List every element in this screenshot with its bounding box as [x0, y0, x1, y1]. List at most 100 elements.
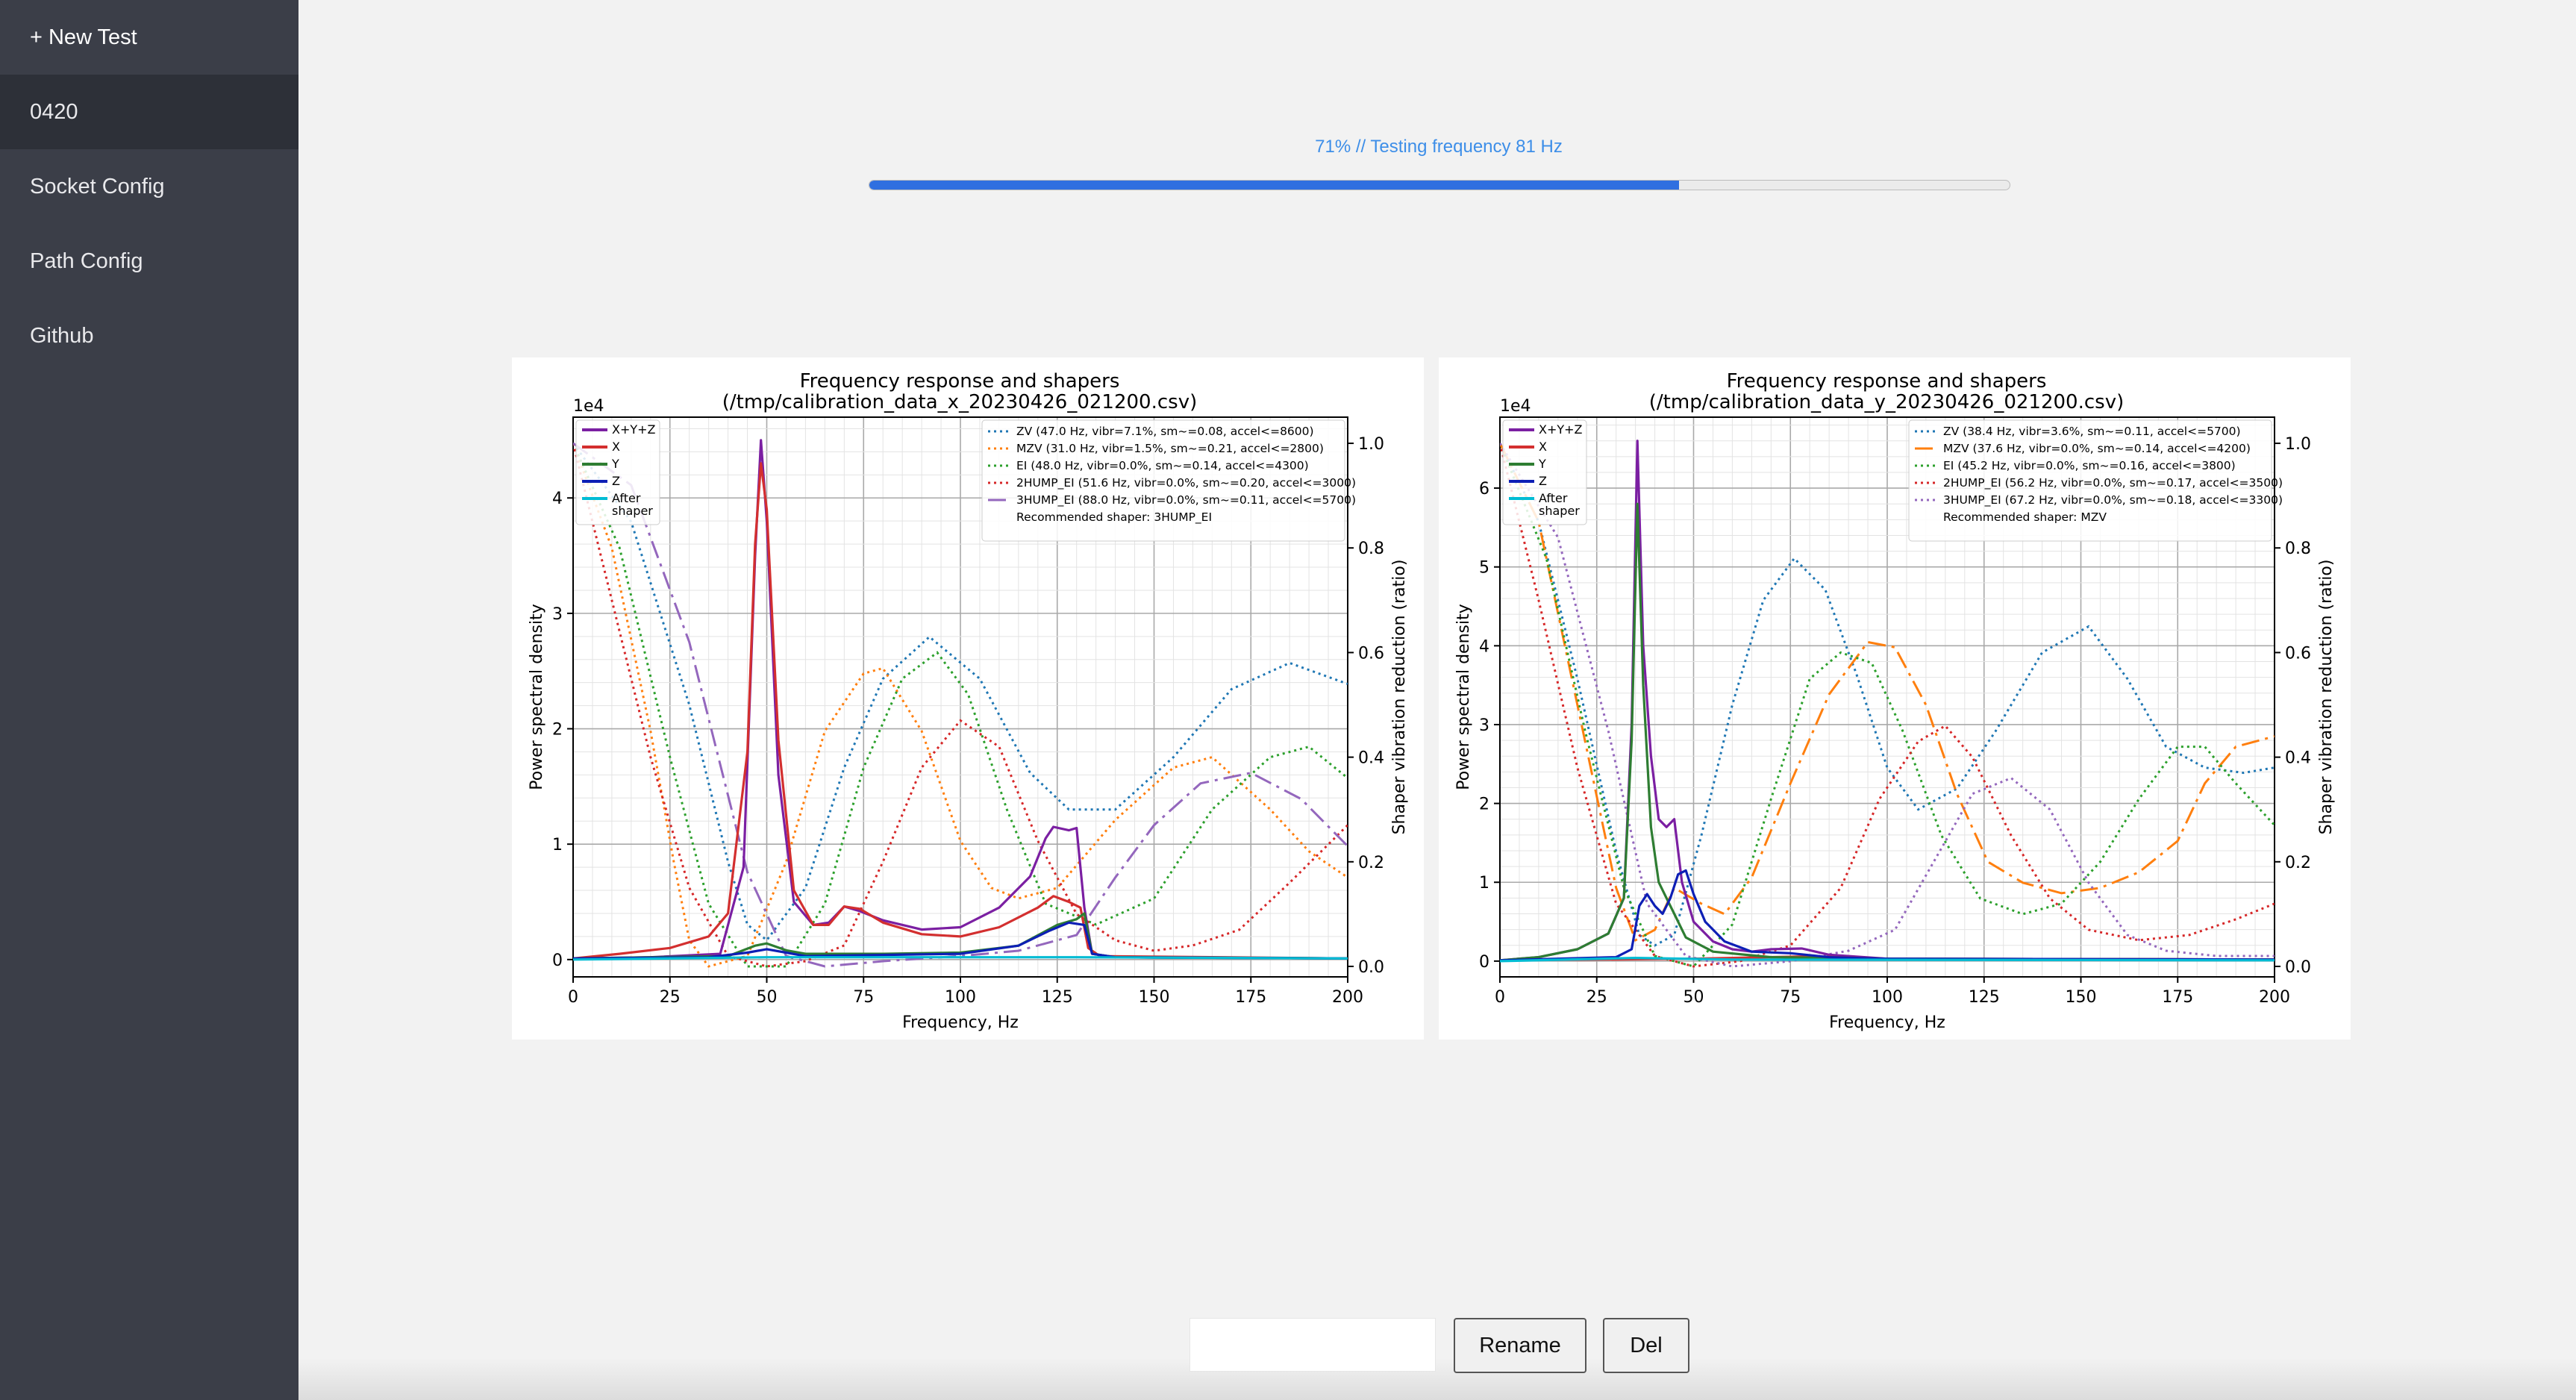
shaper-curve	[1500, 443, 2275, 947]
legend-label-line: shaper	[1539, 504, 1580, 518]
chart-title: Frequency response and shapers	[1727, 370, 2047, 393]
x-tick-label: 75	[1780, 988, 1801, 1007]
legend-label-line: Z	[612, 474, 620, 488]
grid-lines	[572, 417, 1348, 977]
y-tick-label: 6	[1479, 480, 1489, 499]
shaper-legend-label: MZV (31.0 Hz, vibr=1.5%, sm~=0.21, accel…	[1016, 442, 1324, 455]
y2-tick-label: 0.6	[2285, 644, 2311, 663]
x-tick-label: 0	[1495, 988, 1505, 1007]
sidebar-item-github[interactable]: Github	[30, 324, 94, 348]
psd-legend-label: X	[1539, 440, 1547, 454]
shaper-curve	[573, 443, 1348, 968]
y-tick-label: 5	[1479, 559, 1489, 578]
rename-button[interactable]: Rename	[1454, 1318, 1586, 1373]
shaper-legend-label: MZV (37.6 Hz, vibr=0.0%, sm~=0.14, accel…	[1943, 442, 2251, 455]
y-tick-label: 2	[1479, 796, 1489, 814]
psd-legend-label: Y	[611, 457, 619, 471]
psd-series-line	[1500, 869, 2275, 962]
chart-panel-x: Frequency response and shapers (/tmp/cali…	[512, 357, 1424, 1040]
psd-legend-label: X+Y+Z	[612, 422, 656, 437]
sidebar-item-0420[interactable]: 0420	[0, 75, 298, 149]
x-tick-label: 25	[1586, 988, 1607, 1007]
y-scale-note: 1e4	[573, 397, 604, 416]
frequency-response-chart-x: Frequency response and shapers(/tmp/cali…	[528, 370, 1409, 1032]
chart-panel-y: Frequency response and shapers (/tmp/cali…	[1439, 357, 2351, 1040]
y2-axis-label: Shaper vibration reduction (ratio)	[2317, 560, 2336, 835]
recommended-shaper-label: Recommended shaper: MZV	[1943, 510, 2107, 524]
delete-button[interactable]: Del	[1603, 1318, 1689, 1373]
recommended-shaper-label: Recommended shaper: 3HUMP_EI	[1016, 510, 1212, 525]
legend-label-line: Y	[1538, 457, 1546, 471]
psd-legend-label: Y	[1538, 457, 1546, 471]
legend-label-line: X+Y+Z	[1539, 422, 1583, 437]
y-tick-label: 1	[552, 836, 563, 854]
sidebar: + New Test 0420 Socket Config Path Confi…	[0, 0, 298, 1400]
y-tick-label: 0	[1479, 953, 1489, 972]
psd-legend: X+Y+Z XYZ After shaper	[1502, 419, 1587, 525]
progress-bar-fill	[869, 181, 1679, 190]
plot-area	[573, 439, 1348, 968]
legend-label-line: X	[1539, 440, 1547, 454]
y-tick-label: 4	[552, 490, 563, 508]
psd-legend-label: After shaper	[612, 491, 653, 518]
progress-status-text: 71% // Testing frequency 81 Hz	[1315, 137, 1563, 157]
shaper-legend-label: EI (48.0 Hz, vibr=0.0%, sm~=0.14, accel<…	[1016, 459, 1309, 472]
x-tick-label: 75	[853, 988, 874, 1007]
y-tick-label: 0	[552, 951, 563, 970]
y-scale-note: 1e4	[1500, 397, 1531, 416]
y-tick-label: 4	[1479, 637, 1489, 656]
legend-label-line: Z	[1539, 474, 1547, 488]
y2-tick-label: 0.0	[1358, 958, 1384, 977]
sidebar-item-path-config[interactable]: Path Config	[30, 249, 143, 273]
shaper-curve	[1500, 443, 2275, 968]
y-tick-label: 2	[552, 721, 563, 740]
legend-label-line: After	[1539, 491, 1568, 505]
sidebar-item-socket-config[interactable]: Socket Config	[30, 175, 165, 199]
shaper-legend-label: 3HUMP_EI (88.0 Hz, vibr=0.0%, sm~=0.11, …	[1016, 493, 1356, 507]
shaper-legend-box	[1908, 419, 2272, 542]
y-axis-label: Power spectral density	[1454, 604, 1473, 790]
y2-tick-label: 0.2	[1358, 854, 1384, 872]
x-tick-label: 150	[2066, 988, 2097, 1007]
chart-subtitle: (/tmp/calibration_data_x_20230426_021200…	[722, 391, 1197, 413]
y2-tick-label: 0.4	[2285, 749, 2311, 768]
shaper-legend-label: 2HUMP_EI (56.2 Hz, vibr=0.0%, sm~=0.17, …	[1943, 476, 2283, 490]
x-tick-label: 50	[757, 988, 778, 1007]
shaper-legend-label: EI (45.2 Hz, vibr=0.0%, sm~=0.16, accel<…	[1943, 459, 2236, 472]
y2-tick-label: 0.8	[1358, 540, 1384, 558]
x-tick-label: 100	[1872, 988, 1903, 1007]
legend-label-line: After	[612, 491, 641, 505]
psd-series-line	[573, 921, 1348, 960]
psd-legend-label: X+Y+Z	[1539, 422, 1583, 437]
shaper-legend: ZV (47.0 Hz, vibr=7.1%, sm~=0.08, accel<…	[981, 419, 1356, 542]
shaper-legend-box	[981, 419, 1345, 542]
x-tick-label: 175	[1235, 988, 1266, 1007]
psd-series-line	[1500, 957, 2275, 963]
x-tick-label: 125	[1042, 988, 1073, 1007]
y-tick-label: 1	[1479, 874, 1489, 893]
shaper-legend-label: 3HUMP_EI (67.2 Hz, vibr=0.0%, sm~=0.18, …	[1943, 493, 2283, 507]
plot-area	[1500, 440, 2275, 968]
x-tick-label: 200	[1332, 988, 1363, 1007]
y-tick-label: 3	[552, 605, 563, 624]
psd-series-line	[573, 956, 1348, 961]
y2-tick-label: 0.6	[1358, 644, 1384, 663]
psd-series-line	[1500, 502, 2275, 962]
x-tick-label: 25	[660, 988, 681, 1007]
psd-legend-label: After shaper	[1539, 491, 1580, 518]
x-tick-label: 200	[2259, 988, 2290, 1007]
shaper-curve	[1500, 443, 2275, 943]
x-tick-label: 150	[1139, 988, 1170, 1007]
x-axis-label: Frequency, Hz	[1829, 1013, 1945, 1032]
y2-tick-label: 0.4	[1358, 749, 1384, 768]
shaper-curve	[573, 443, 1348, 968]
x-tick-label: 100	[945, 988, 976, 1007]
psd-series-line	[573, 462, 1348, 960]
progress-bar	[869, 180, 2010, 190]
y-axis-label: Power spectral density	[528, 604, 546, 790]
new-test-button[interactable]: + New Test	[30, 25, 137, 49]
test-name-input[interactable]	[1189, 1318, 1436, 1372]
y2-tick-label: 1.0	[1358, 435, 1384, 454]
shaper-curve	[573, 442, 1348, 968]
shaper-legend-label: 2HUMP_EI (51.6 Hz, vibr=0.0%, sm~=0.20, …	[1016, 476, 1356, 490]
